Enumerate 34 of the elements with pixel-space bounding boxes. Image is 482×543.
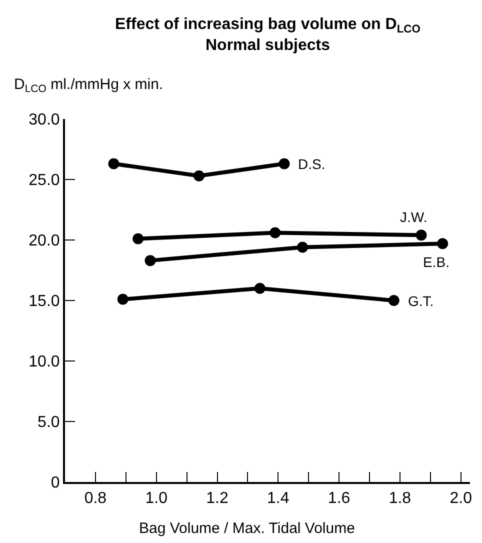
y-tick-label: 30.0 <box>28 112 60 129</box>
series-label: J.W. <box>400 209 428 225</box>
x-axis-title: Bag Volume / Max. Tidal Volume <box>139 520 355 537</box>
y-tick-label: 0 <box>50 474 60 492</box>
point <box>437 238 448 250</box>
point <box>416 230 427 241</box>
point <box>132 233 144 244</box>
chart-title: Effect of increasing bag volume on D$_{LCO}$ <box>115 16 421 36</box>
y-tick-label: 25.0 <box>28 172 60 190</box>
series-label: G.T. <box>408 293 434 309</box>
point <box>297 242 308 253</box>
x-tick-label: 1.8 <box>388 490 412 508</box>
point <box>270 227 281 238</box>
point <box>117 294 128 305</box>
point <box>193 170 204 182</box>
x-tick-label: 1.4 <box>267 490 290 508</box>
x-tick-label: 1.0 <box>145 490 168 508</box>
x-tick-label: 0.8 <box>84 490 107 508</box>
point <box>388 295 400 306</box>
series-label: E.B. <box>423 254 450 270</box>
series-label: D.S. <box>298 156 326 172</box>
chart-subtitle: Normal subjects <box>205 36 330 54</box>
point <box>254 282 266 294</box>
point <box>278 158 290 170</box>
x-tick-label: 1.2 <box>206 490 228 508</box>
y-axis-title: D$_{LCO}$ ml./mmHg x min. <box>14 76 164 96</box>
point <box>108 158 120 170</box>
y-tick-label: 15.0 <box>28 293 60 310</box>
point <box>144 255 156 266</box>
x-tick-label: 1.6 <box>328 490 350 508</box>
y-tick-label: 20.0 <box>28 232 60 250</box>
y-tick-label: 5.0 <box>38 414 60 432</box>
x-tick-label: 2.0 <box>450 490 472 508</box>
y-tick-label: 10.0 <box>28 354 60 371</box>
